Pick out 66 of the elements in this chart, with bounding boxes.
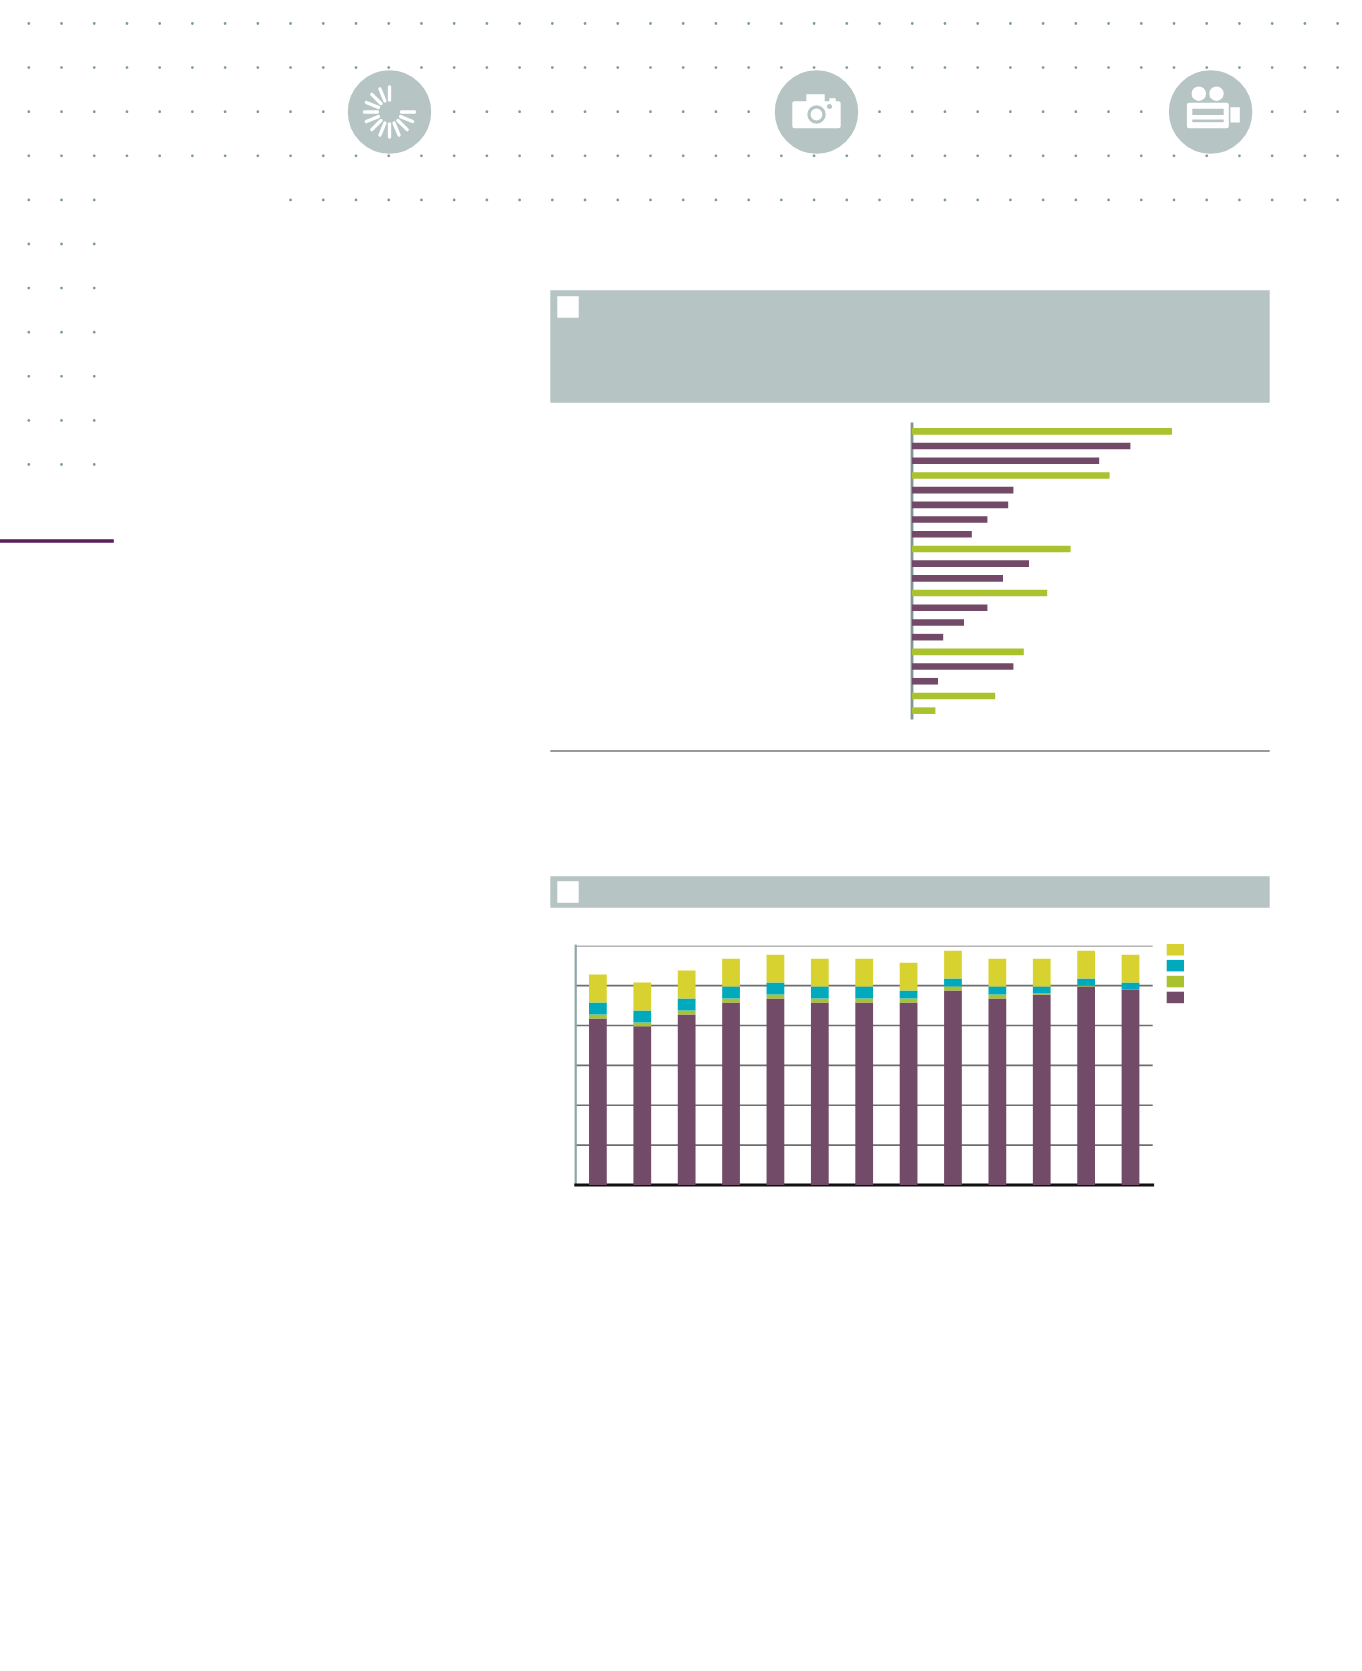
bar [912,457,1100,465]
bar [1077,986,1095,1185]
bar [912,633,944,641]
bar [912,648,1024,656]
bar [912,486,1014,494]
bar [912,619,964,626]
bar [722,986,740,999]
bar [589,974,607,1003]
bar [912,472,1110,479]
bar [810,986,829,999]
bar [1032,986,1051,994]
bar [912,589,1048,597]
bar [589,1014,607,1019]
bar [766,982,785,995]
bar [1121,954,1140,983]
bar [1077,978,1095,986]
bar [677,1014,696,1185]
bar [677,970,696,999]
bar [899,998,918,1003]
bar [988,998,1007,1185]
bar [810,998,829,1003]
bar [944,978,962,987]
bar [766,954,785,983]
bar [677,998,696,1011]
bar [855,958,874,987]
bar [722,958,740,987]
bar [912,560,1029,567]
bar [1032,994,1051,1185]
bar [633,982,652,1011]
bar [633,1010,652,1023]
bar [944,950,962,979]
bar [810,958,829,987]
bar [722,1002,740,1185]
bar [1121,982,1140,990]
bar [988,958,1007,987]
bar [912,663,1014,670]
bar [766,998,785,1185]
bar [899,962,918,991]
bar [912,692,996,700]
bar [912,604,988,612]
bar [912,677,938,685]
bar [1121,989,1140,1185]
bar [633,1022,652,1027]
bar [912,707,936,714]
bar [912,428,1172,435]
bar [589,1002,607,1015]
bar [944,990,962,1185]
bar [912,442,1131,450]
bar [855,1002,874,1185]
bar [912,516,988,523]
bar [912,530,972,538]
bar [912,501,1009,509]
bar [1032,958,1051,987]
bar [810,1002,829,1185]
bar [677,1010,696,1015]
bar [988,986,1007,995]
bar [912,575,1003,582]
bar [855,998,874,1003]
bar [912,545,1071,553]
bar [589,1018,607,1185]
bar [855,986,874,999]
bar [944,986,962,991]
bar [1077,950,1095,979]
bar [633,1026,652,1185]
bar [899,1002,918,1185]
bar [722,998,740,1003]
